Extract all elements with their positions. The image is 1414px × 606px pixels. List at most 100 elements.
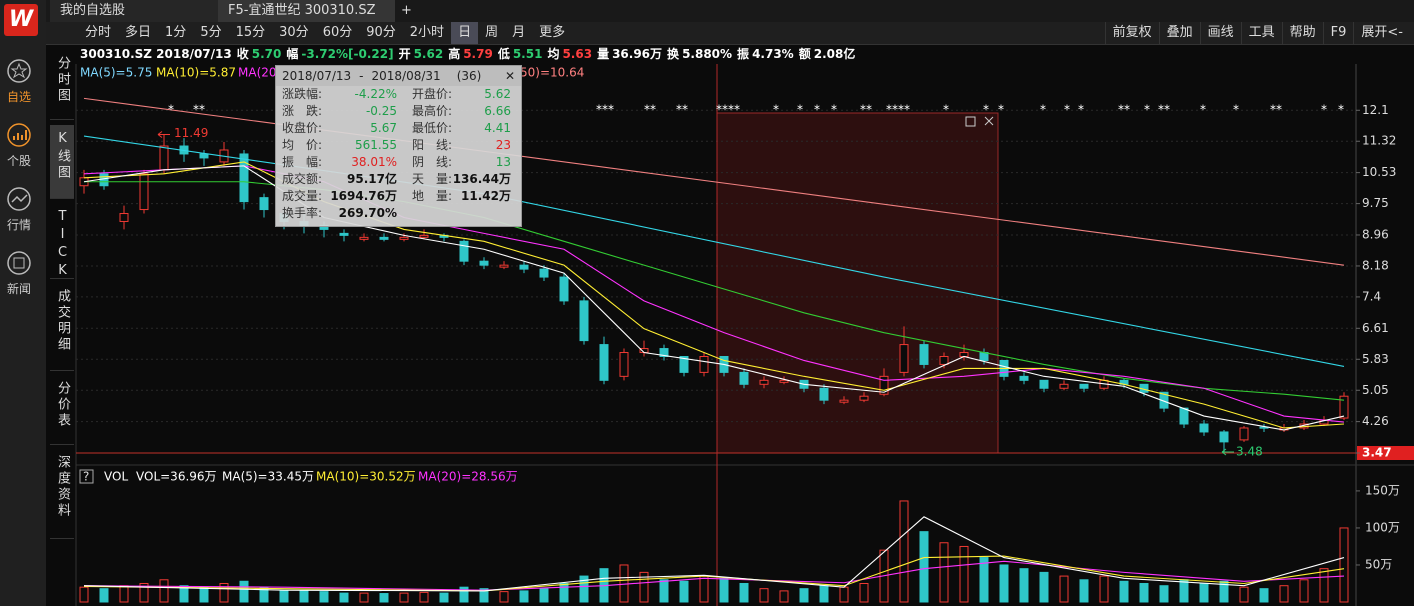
volume-bar — [799, 588, 809, 603]
tool-button[interactable]: 叠加 — [1158, 22, 1200, 44]
period-button[interactable]: 90分 — [366, 25, 396, 40]
period-button[interactable]: 日 — [451, 22, 479, 44]
candle-body — [1219, 431, 1229, 443]
signal-mark: ** — [1118, 103, 1130, 117]
candle-body — [1339, 395, 1349, 419]
last-price-box — [1357, 446, 1414, 460]
nav-item[interactable]: 新闻 — [0, 250, 38, 297]
selection-range — [716, 112, 999, 454]
tooltip-label: 最高价: — [412, 104, 453, 118]
period-button[interactable]: 5分 — [200, 25, 222, 40]
tool-button[interactable]: 帮助 — [1281, 22, 1323, 44]
ma-line — [83, 165, 1345, 423]
signal-mark: * — [998, 103, 1004, 117]
volume-bar — [1019, 568, 1029, 603]
quote-value: 4.73% — [752, 47, 794, 61]
period-button[interactable]: 更多 — [539, 25, 566, 40]
volume-bar — [479, 588, 489, 603]
candle-body — [619, 352, 629, 377]
quote-value: 5.63 — [562, 47, 593, 61]
ma-line — [83, 555, 1345, 592]
tab[interactable]: + — [401, 3, 412, 18]
candle-body — [1079, 383, 1089, 389]
tooltip-row: 收盘价: 5.67 最低价: 4.41 — [276, 120, 521, 137]
volume-bar — [1119, 580, 1129, 603]
period-button[interactable]: 多日 — [125, 25, 152, 40]
tab[interactable]: 我的自选股 — [50, 0, 225, 22]
tooltip-value: 136.44万 — [452, 172, 511, 186]
y-tick-label: 5.83 — [1362, 352, 1389, 366]
ma-line — [83, 97, 1345, 266]
tool-button[interactable]: F9 — [1322, 22, 1354, 44]
sidebar: W 自选个股行情新闻 — [0, 0, 46, 606]
nav-label: 自选 — [6, 90, 31, 104]
signal-mark: ** — [193, 103, 205, 117]
selection-close — [984, 116, 994, 126]
tool-button[interactable]: 前复权 — [1104, 22, 1159, 44]
period-button[interactable]: 周 — [485, 25, 499, 40]
quote-value: 5.70 — [251, 47, 282, 61]
volume-bar — [579, 575, 589, 603]
volume-bar — [319, 591, 329, 603]
y-tick-label: 7.4 — [1362, 289, 1381, 303]
quote-value: 2.08亿 — [813, 47, 856, 61]
candle-body — [99, 173, 109, 187]
y-tick-label: 12.1 — [1362, 103, 1389, 117]
side-tab[interactable]: 分时图 — [50, 50, 74, 120]
volume-bar — [1299, 579, 1309, 603]
signal-mark: ** — [860, 103, 872, 117]
nav-item[interactable]: 行情 — [0, 186, 38, 233]
volume-bar — [539, 588, 549, 603]
volume-bar — [999, 564, 1009, 603]
tooltip-close[interactable]: ✕ — [504, 69, 515, 83]
volume-bar — [659, 579, 669, 603]
period-button[interactable]: 60分 — [322, 25, 353, 40]
volume-bar — [979, 557, 989, 603]
selection-icon — [965, 116, 976, 127]
volume-bar — [639, 571, 649, 603]
candle-body — [239, 153, 249, 203]
y-tick-label: 100万 — [1365, 520, 1400, 534]
tool-button[interactable]: 工具 — [1240, 22, 1282, 44]
candle-body — [1199, 423, 1209, 433]
tooltip-value: 13 — [495, 155, 511, 169]
side-tab[interactable]: 成交明细 — [50, 283, 74, 371]
help-icon: ? — [83, 470, 89, 484]
nav-item[interactable]: 个股 — [0, 122, 38, 169]
volume-bar — [219, 582, 229, 603]
period-button[interactable]: 30分 — [279, 25, 309, 40]
signal-mark: * — [1233, 103, 1239, 117]
candle-body — [1179, 407, 1189, 425]
tool-button[interactable]: 展开<- — [1353, 22, 1410, 44]
period-button[interactable]: 1分 — [165, 25, 187, 40]
candle-body — [979, 352, 989, 361]
tooltip-label: 成交额: — [282, 172, 323, 186]
tab[interactable]: F5-宜通世纪 300310.SZ — [218, 0, 395, 22]
tooltip-label: 最低价: — [412, 121, 453, 135]
period-button[interactable]: 2小时 — [409, 25, 445, 40]
tooltip-value: 4.41 — [484, 121, 511, 135]
nav-item[interactable]: 自选 — [0, 58, 38, 105]
tooltip-label: 涨 跌: — [282, 104, 323, 118]
volume-bar — [1319, 568, 1329, 603]
period-button[interactable]: 月 — [512, 25, 526, 40]
volume-bar — [1179, 579, 1189, 603]
tooltip-label: 成交量: — [282, 189, 323, 203]
volume-bar — [399, 592, 409, 603]
logo[interactable]: W — [4, 4, 38, 36]
side-tab[interactable]: TICK — [50, 203, 74, 281]
side-tab[interactable]: 深度资料 — [50, 449, 74, 539]
candle-body — [479, 260, 489, 266]
candle-body — [679, 355, 689, 373]
y-tick-label: 150万 — [1365, 483, 1400, 497]
period-button[interactable]: 15分 — [235, 25, 266, 40]
side-tab[interactable]: 分价表 — [50, 375, 74, 445]
period-button[interactable]: 分时 — [85, 25, 112, 40]
tool-button[interactable]: 画线 — [1199, 22, 1241, 44]
volume-bar — [1059, 575, 1069, 603]
tooltip-row: 均 价: 561.55 阳 线: 23 — [276, 137, 521, 154]
ma-legend: MA(10)=5.87 — [156, 66, 236, 80]
vol-legend: MA(5)=33.45万 — [222, 470, 314, 484]
side-tab[interactable]: K线图 — [50, 125, 74, 199]
